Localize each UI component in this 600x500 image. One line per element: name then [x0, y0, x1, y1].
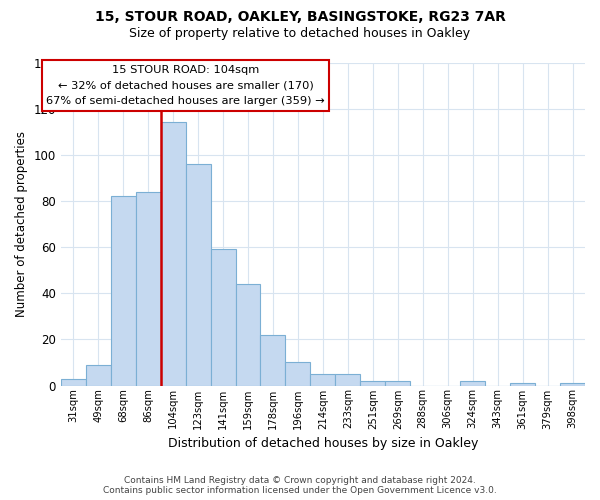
Bar — [211, 250, 236, 386]
Bar — [86, 364, 111, 386]
Bar — [335, 374, 361, 386]
Bar — [136, 192, 161, 386]
X-axis label: Distribution of detached houses by size in Oakley: Distribution of detached houses by size … — [168, 437, 478, 450]
Bar — [111, 196, 136, 386]
Bar — [385, 381, 410, 386]
Bar — [510, 383, 535, 386]
Bar — [286, 362, 310, 386]
Bar — [361, 381, 385, 386]
Text: Contains HM Land Registry data © Crown copyright and database right 2024.: Contains HM Land Registry data © Crown c… — [124, 476, 476, 485]
Text: Contains public sector information licensed under the Open Government Licence v3: Contains public sector information licen… — [103, 486, 497, 495]
Bar — [236, 284, 260, 386]
Bar — [460, 381, 485, 386]
Bar — [260, 335, 286, 386]
Text: 15 STOUR ROAD: 104sqm
← 32% of detached houses are smaller (170)
67% of semi-det: 15 STOUR ROAD: 104sqm ← 32% of detached … — [46, 65, 325, 106]
Bar — [310, 374, 335, 386]
Bar — [61, 378, 86, 386]
Text: 15, STOUR ROAD, OAKLEY, BASINGSTOKE, RG23 7AR: 15, STOUR ROAD, OAKLEY, BASINGSTOKE, RG2… — [95, 10, 505, 24]
Bar — [560, 383, 585, 386]
Bar — [161, 122, 185, 386]
Text: Size of property relative to detached houses in Oakley: Size of property relative to detached ho… — [130, 28, 470, 40]
Bar — [185, 164, 211, 386]
Y-axis label: Number of detached properties: Number of detached properties — [15, 131, 28, 317]
